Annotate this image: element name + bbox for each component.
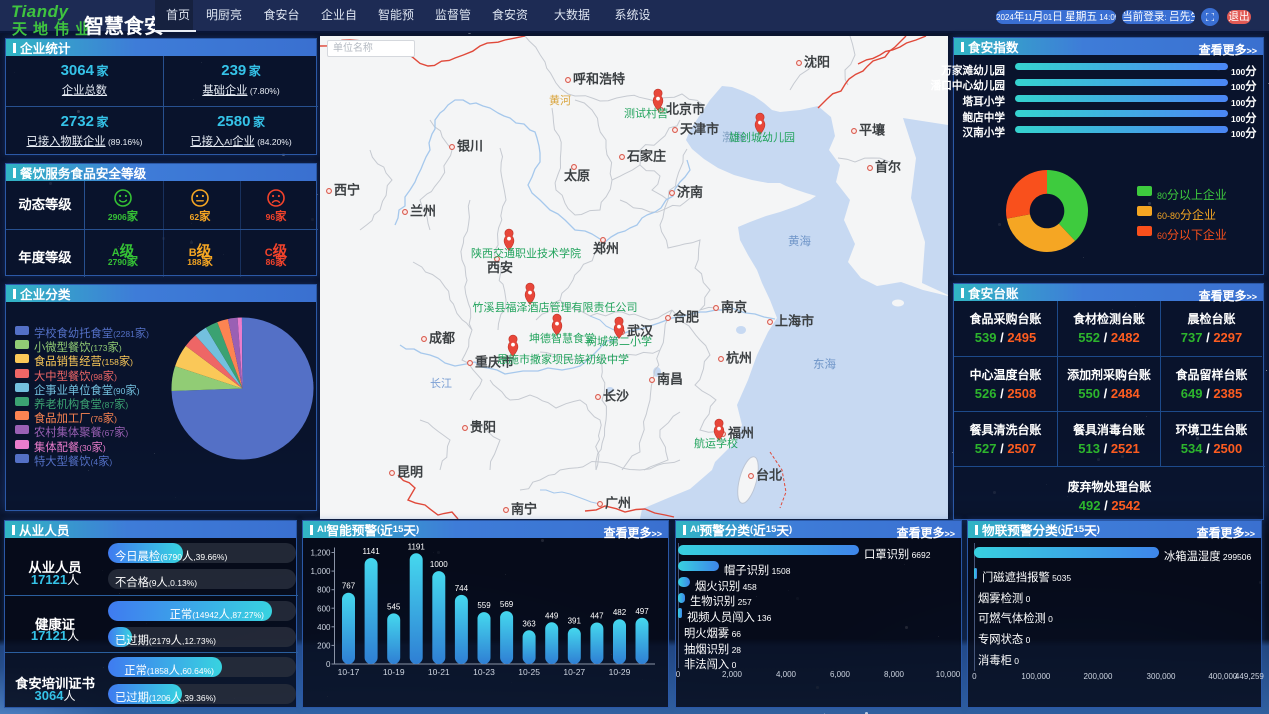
svg-text:744: 744 <box>455 584 469 593</box>
svg-text:合肥: 合肥 <box>673 310 699 325</box>
svg-text:黄海: 黄海 <box>788 234 811 248</box>
svg-text:长江: 长江 <box>430 377 452 390</box>
svg-text:10-25: 10-25 <box>518 667 540 677</box>
svg-text:400: 400 <box>317 623 331 632</box>
svg-text:10-17: 10-17 <box>338 667 360 677</box>
svg-text:成都: 成都 <box>429 331 455 346</box>
svg-text:1,000: 1,000 <box>310 567 331 576</box>
svg-text:1000: 1000 <box>430 560 448 569</box>
svg-text:1141: 1141 <box>362 547 380 556</box>
svg-text:10-29: 10-29 <box>609 667 631 677</box>
svg-text:0: 0 <box>326 660 331 669</box>
svg-text:482: 482 <box>613 608 627 617</box>
svg-text:200: 200 <box>317 641 331 650</box>
svg-text:10-21: 10-21 <box>428 667 450 677</box>
svg-text:449: 449 <box>545 611 559 620</box>
svg-text:559: 559 <box>477 601 491 610</box>
svg-text:1,200: 1,200 <box>310 549 331 558</box>
svg-text:497: 497 <box>635 607 649 616</box>
svg-text:渤海: 渤海 <box>722 130 745 144</box>
svg-text:石家庄: 石家庄 <box>626 149 666 164</box>
svg-text:西安: 西安 <box>487 260 513 275</box>
svg-text:首尔: 首尔 <box>875 160 901 175</box>
svg-text:黄河: 黄河 <box>549 93 571 107</box>
svg-text:竹溪县福泽酒店管理有限责任公司: 竹溪县福泽酒店管理有限责任公司 <box>473 300 638 314</box>
svg-text:坤德智慧食堂: 坤德智慧食堂 <box>529 331 595 345</box>
svg-text:太原: 太原 <box>563 168 590 183</box>
svg-text:447: 447 <box>590 612 604 621</box>
svg-text:平壤: 平壤 <box>859 123 886 138</box>
svg-text:郑州: 郑州 <box>593 241 619 256</box>
svg-text:雄创城幼儿园: 雄创城幼儿园 <box>729 130 795 144</box>
svg-text:北京市: 北京市 <box>666 102 705 117</box>
svg-text:台北: 台北 <box>756 468 782 483</box>
svg-text:1191: 1191 <box>408 542 426 551</box>
svg-text:南京: 南京 <box>721 300 747 315</box>
svg-text:569: 569 <box>500 600 514 609</box>
svg-text:测试村营: 测试村营 <box>624 106 668 120</box>
svg-text:呼和浩特: 呼和浩特 <box>573 72 625 87</box>
svg-text:南宁: 南宁 <box>511 502 537 517</box>
svg-text:545: 545 <box>387 602 401 611</box>
svg-text:树城第二小学: 树城第二小学 <box>586 334 652 348</box>
svg-text:武汉: 武汉 <box>627 324 654 339</box>
svg-text:福州: 福州 <box>727 426 754 441</box>
svg-text:昆明: 昆明 <box>397 465 423 480</box>
svg-text:航运学校: 航运学校 <box>694 436 738 450</box>
svg-text:西宁: 西宁 <box>334 183 360 198</box>
svg-text:贵阳: 贵阳 <box>470 420 496 435</box>
svg-text:上海市: 上海市 <box>775 314 814 329</box>
svg-text:银川: 银川 <box>457 139 483 154</box>
svg-text:767: 767 <box>342 582 356 591</box>
svg-text:陕西交通职业技术学院: 陕西交通职业技术学院 <box>471 246 581 260</box>
svg-text:天津市: 天津市 <box>680 122 719 137</box>
svg-text:东海: 东海 <box>813 357 836 371</box>
svg-text:杭州: 杭州 <box>726 351 752 366</box>
svg-text:广州: 广州 <box>605 496 631 511</box>
svg-text:恩施市撒家坝民族初级中学: 恩施市撒家坝民族初级中学 <box>497 352 629 366</box>
svg-text:10-27: 10-27 <box>563 667 585 677</box>
svg-text:600: 600 <box>317 604 331 613</box>
svg-text:长沙: 长沙 <box>603 389 629 404</box>
svg-text:10-23: 10-23 <box>473 667 495 677</box>
svg-text:兰州: 兰州 <box>410 204 436 219</box>
svg-text:10-19: 10-19 <box>383 667 405 677</box>
svg-text:391: 391 <box>568 617 582 626</box>
svg-text:济南: 济南 <box>677 185 703 200</box>
svg-text:南昌: 南昌 <box>657 372 683 387</box>
svg-text:沈阳: 沈阳 <box>804 55 830 70</box>
svg-text:363: 363 <box>522 619 536 628</box>
svg-text:重庆市: 重庆市 <box>475 355 514 370</box>
svg-text:800: 800 <box>317 586 331 595</box>
